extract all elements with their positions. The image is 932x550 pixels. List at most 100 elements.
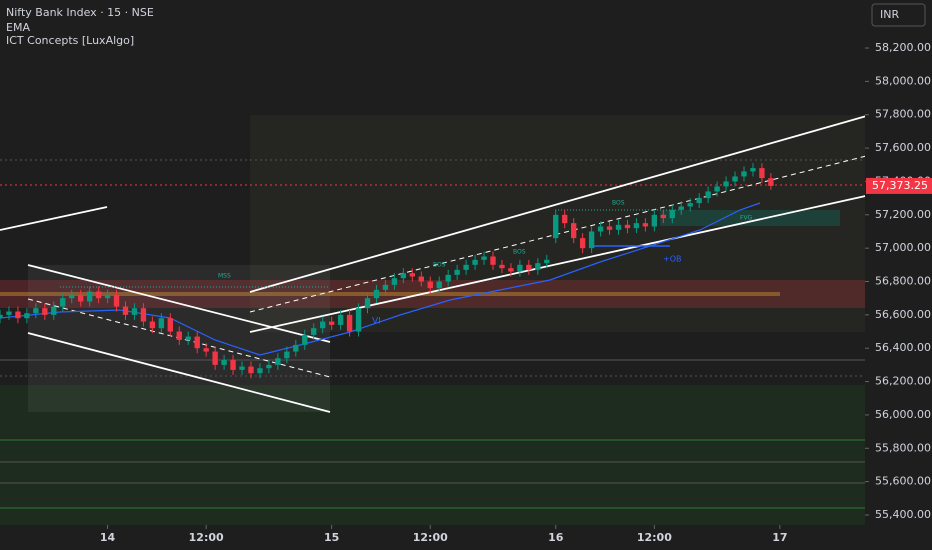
candle-body [481,256,487,260]
order-block [0,292,780,296]
annotation: BOS [612,200,625,207]
y-tick-label: 56,600.00 [875,308,931,321]
channel-mid [249,154,871,313]
plot [0,163,774,379]
candle-body [454,269,460,275]
fvg-box [660,210,840,226]
last-price-tag [866,177,932,194]
channel-line [27,332,331,413]
x-tick-label: 17 [772,531,787,544]
x-tick-label: 15 [324,531,339,544]
candle-body [696,198,702,204]
candle-body [705,191,711,199]
candle-body [230,359,236,370]
candle-body [562,214,568,224]
candle-body [275,358,281,365]
candle-body [669,209,675,219]
candle-body [51,306,57,315]
channel-fill [250,115,870,332]
candle-body [24,313,30,319]
candle-body [176,331,182,340]
candle-body [544,259,550,264]
candle-body [337,314,344,325]
candle-body [320,321,326,329]
candle-body [113,294,120,307]
last-price-label: 57,373.25 [872,179,928,192]
candle-body [499,264,505,269]
candle-body [355,308,362,332]
y-tick-label: 56,200.00 [875,375,931,388]
candle-body [633,223,640,229]
candle-body [15,311,21,319]
chart-title: Nifty Bank Index · 15 · NSE [6,6,154,19]
candle-body [0,314,3,319]
candle-body [311,328,317,335]
candle-body [212,351,218,365]
candle-body [409,273,416,277]
candle-body [741,171,747,177]
candle-body [149,321,156,329]
candle-body [588,231,595,249]
x-tick-label: 16 [548,531,564,544]
candle-body [624,224,631,229]
currency: INR [880,8,899,21]
candle-body [553,214,559,239]
candle-body [95,291,102,299]
candle-body [104,294,111,299]
candle-body [508,268,514,272]
channel-line [27,264,331,343]
candle-body [328,321,335,325]
candle-body [660,214,667,219]
candle-body [293,344,299,352]
levels [0,159,865,509]
y-tick-label: 56,800.00 [875,275,931,288]
candle-body [257,368,263,374]
candle-body [203,348,209,352]
candle-body [642,223,649,227]
annotation: BOS [433,262,446,269]
candle-body [535,263,541,270]
y-tick-label: 58,200.00 [875,41,931,54]
candle-body [33,308,39,314]
candle-body [239,366,245,370]
price-axis [865,0,932,550]
candle-body [266,364,272,369]
candle-body [373,289,380,299]
y-tick-label: 57,800.00 [875,108,931,121]
candle-body [678,206,684,210]
candle-body [302,334,308,345]
channel-line [249,194,871,333]
candle-body [346,314,353,332]
x-tick-label: 12:00 [413,531,448,544]
channel-line [0,206,108,231]
candle-body [750,168,756,172]
candle-body [6,311,12,315]
candle-body [615,224,622,230]
candle-body [400,273,407,279]
annotation: FVG [740,215,753,222]
candle-body [418,276,424,282]
currency-box[interactable] [871,3,926,27]
candle-body [606,226,613,230]
indicator-label: EMA [6,21,30,34]
candle-body [221,359,227,365]
candle-body [158,318,165,329]
candle-body [167,318,173,332]
candle-body [472,259,478,265]
candle-body [427,281,433,289]
candle-body [131,308,138,315]
candle-body [436,281,442,289]
candle-body [768,178,774,186]
x-tick-label: 12:00 [189,531,224,544]
candle-body [714,186,720,192]
y-tick-label: 55,600.00 [875,475,931,488]
y-tick-label: 56,400.00 [875,341,931,354]
candle-body [77,294,84,302]
demand-zone [0,385,865,525]
candle-body [723,181,729,187]
candle-body [570,223,577,239]
candle-body [445,274,451,282]
